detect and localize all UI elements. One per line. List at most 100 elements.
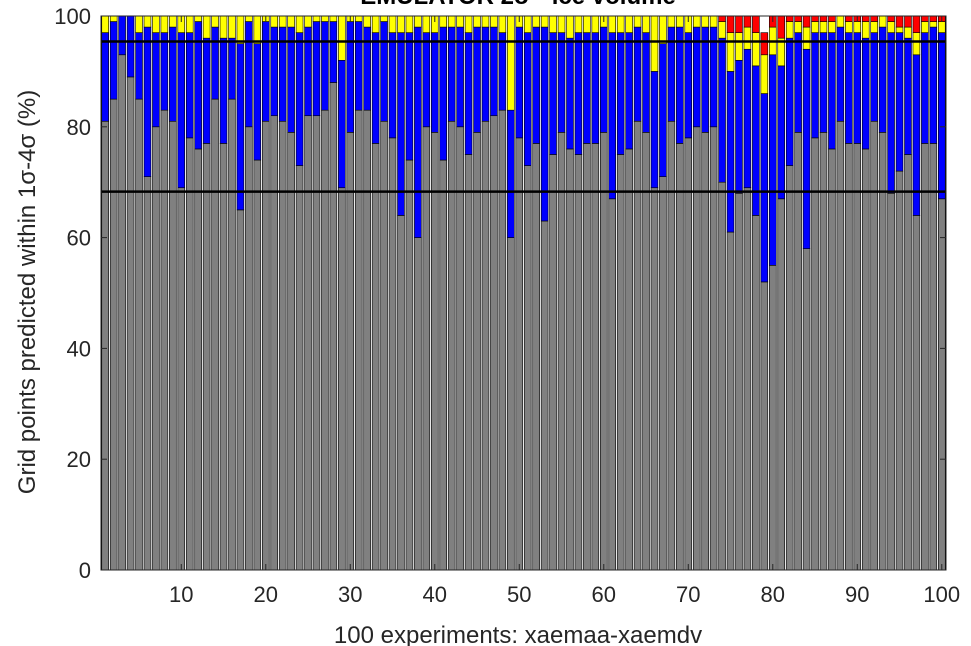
bar-1sigma-29 bbox=[338, 187, 346, 571]
bar-3sigma-25 bbox=[304, 15, 312, 28]
bar-3sigma-35 bbox=[388, 15, 397, 33]
bar-4sigma-76 bbox=[735, 15, 743, 33]
bar-1sigma-88 bbox=[836, 120, 845, 571]
bar-4sigma-74 bbox=[718, 15, 726, 22]
bar-3sigma-82 bbox=[785, 21, 794, 39]
bar-1sigma-12 bbox=[194, 148, 202, 571]
bar-2sigma-37 bbox=[405, 32, 414, 161]
bar-3sigma-45 bbox=[473, 15, 481, 28]
bar-3sigma-5 bbox=[135, 15, 143, 33]
bar-1sigma-98 bbox=[921, 143, 929, 571]
bar-1sigma-80 bbox=[769, 264, 777, 571]
bar-3sigma-57 bbox=[574, 15, 583, 33]
bar-3sigma-46 bbox=[481, 15, 490, 28]
bar-2sigma-76 bbox=[735, 60, 743, 194]
bar-2sigma-87 bbox=[828, 32, 836, 150]
bar-1sigma-42 bbox=[447, 120, 456, 571]
bar-3sigma-21 bbox=[270, 15, 278, 28]
bar-1sigma-71 bbox=[692, 126, 701, 571]
bar-3sigma-47 bbox=[490, 15, 498, 28]
bar-3sigma-54 bbox=[549, 15, 557, 33]
bar-3sigma-8 bbox=[160, 15, 169, 33]
bar-3sigma-100 bbox=[938, 21, 946, 33]
bar-3sigma-58 bbox=[583, 15, 591, 33]
x-tick-label: 40 bbox=[423, 582, 447, 607]
bar-4sigma-94 bbox=[887, 15, 895, 22]
bar-4sigma-91 bbox=[861, 15, 870, 22]
bar-2sigma-27 bbox=[321, 21, 329, 111]
bar-2sigma-18 bbox=[245, 21, 253, 128]
bar-2sigma-24 bbox=[295, 32, 304, 166]
y-axis-label: Grid points predicted within 1σ-4σ (%) bbox=[14, 90, 41, 494]
bar-1sigma-56 bbox=[566, 148, 574, 571]
bar-2sigma-38 bbox=[414, 26, 422, 238]
bar-1sigma-54 bbox=[549, 154, 557, 571]
bar-1sigma-46 bbox=[481, 120, 490, 571]
bar-2sigma-93 bbox=[878, 26, 887, 133]
bar-2sigma-98 bbox=[921, 32, 929, 144]
bar-3sigma-49 bbox=[507, 15, 515, 111]
bar-1sigma-32 bbox=[363, 109, 371, 571]
bar-3sigma-90 bbox=[853, 21, 862, 33]
bar-1sigma-22 bbox=[278, 120, 287, 571]
bar-2sigma-20 bbox=[262, 21, 270, 122]
bar-3sigma-89 bbox=[845, 21, 853, 33]
x-tick-label: 50 bbox=[507, 582, 531, 607]
bar-2sigma-94 bbox=[887, 32, 895, 194]
bar-3sigma-91 bbox=[861, 21, 870, 39]
bar-2sigma-36 bbox=[397, 32, 405, 216]
bar-1sigma-28 bbox=[329, 82, 338, 571]
bar-3sigma-78 bbox=[752, 32, 760, 67]
bar-1sigma-7 bbox=[152, 126, 160, 571]
bar-3sigma-93 bbox=[878, 15, 887, 28]
bar-1sigma-64 bbox=[633, 120, 642, 571]
bar-2sigma-96 bbox=[904, 37, 912, 155]
bar-3sigma-56 bbox=[566, 15, 574, 39]
bar-1sigma-18 bbox=[245, 126, 253, 571]
bar-4sigma-86 bbox=[819, 15, 828, 22]
bar-1sigma-38 bbox=[414, 237, 422, 571]
bar-2sigma-6 bbox=[143, 26, 152, 177]
bar-1sigma-70 bbox=[684, 137, 693, 571]
bar-1sigma-26 bbox=[312, 115, 321, 571]
bar-2sigma-81 bbox=[777, 65, 785, 200]
bar-1sigma-6 bbox=[143, 176, 152, 571]
y-tick-label: 40 bbox=[67, 336, 91, 361]
bar-3sigma-26 bbox=[312, 15, 321, 22]
bar-3sigma-94 bbox=[887, 21, 895, 33]
bar-3sigma-38 bbox=[414, 15, 422, 28]
y-tick-label: 20 bbox=[67, 447, 91, 472]
bar-3sigma-96 bbox=[904, 26, 912, 39]
bar-2sigma-52 bbox=[532, 26, 540, 144]
bar-4sigma-85 bbox=[811, 15, 819, 22]
bar-3sigma-73 bbox=[709, 15, 718, 28]
bar-2sigma-3 bbox=[118, 15, 126, 56]
x-tick-label: 90 bbox=[845, 582, 869, 607]
bar-2sigma-92 bbox=[870, 32, 878, 122]
bar-3sigma-15 bbox=[219, 15, 228, 39]
bar-2sigma-65 bbox=[642, 32, 650, 133]
bar-1sigma-78 bbox=[752, 215, 760, 571]
bar-3sigma-77 bbox=[743, 26, 752, 50]
bar-4sigma-75 bbox=[726, 15, 735, 33]
bar-3sigma-66 bbox=[650, 15, 659, 72]
bar-3sigma-64 bbox=[633, 15, 642, 28]
bar-3sigma-55 bbox=[557, 15, 566, 33]
bar-2sigma-49 bbox=[507, 109, 515, 238]
bar-2sigma-14 bbox=[211, 26, 219, 100]
bar-1sigma-68 bbox=[667, 120, 676, 571]
bar-1sigma-48 bbox=[498, 109, 507, 571]
bar-2sigma-90 bbox=[853, 32, 862, 144]
bar-2sigma-95 bbox=[895, 32, 904, 172]
bar-2sigma-61 bbox=[608, 32, 616, 200]
bar-3sigma-88 bbox=[836, 15, 845, 28]
bar-3sigma-32 bbox=[363, 15, 371, 28]
bar-3sigma-41 bbox=[439, 15, 447, 28]
reference-lines bbox=[101, 40, 946, 193]
bar-3sigma-95 bbox=[895, 26, 904, 33]
bar-2sigma-75 bbox=[726, 71, 735, 233]
bar-2sigma-50 bbox=[515, 26, 524, 139]
bar-3sigma-19 bbox=[253, 15, 262, 45]
bar-1sigma-91 bbox=[861, 148, 870, 571]
bar-1sigma-76 bbox=[735, 192, 743, 571]
